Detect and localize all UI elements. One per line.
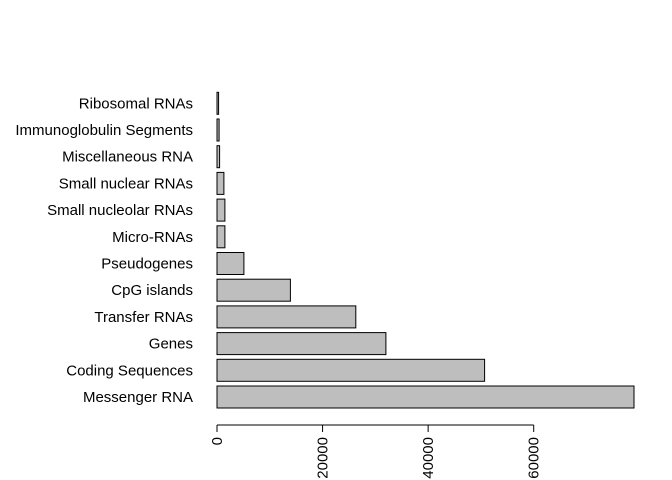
bar-small-nuclear-rnas <box>216 171 225 195</box>
bar-miscellaneous-rna <box>216 145 221 169</box>
bar-ribosomal-rnas <box>216 91 220 115</box>
x-tick-label: 40000 <box>420 437 437 479</box>
bar-small-nucleolar-rnas <box>216 198 226 222</box>
category-label: Messenger RNA <box>83 389 193 406</box>
x-tick-label: 0 <box>209 437 226 445</box>
category-label: Transfer RNAs <box>94 309 193 326</box>
bars-group <box>216 91 635 409</box>
bar-coding-sequences <box>216 358 486 382</box>
category-label: Micro-RNAs <box>112 229 193 246</box>
bar-micro-rnas <box>216 225 226 249</box>
bar-transfer-rnas <box>216 305 357 329</box>
category-label: Coding Sequences <box>66 362 193 379</box>
category-label: CpG islands <box>111 282 193 299</box>
bar-messenger-rna <box>216 385 635 409</box>
category-label: Small nuclear RNAs <box>59 175 193 192</box>
category-label: Small nucleolar RNAs <box>47 202 193 219</box>
bar-immunoglobulin-segments <box>216 118 220 142</box>
bar-genes <box>216 332 387 356</box>
x-tick-label: 20000 <box>315 437 332 479</box>
x-axis: 0 20000 40000 60000 <box>209 424 543 479</box>
bar-cpg-islands <box>216 278 291 302</box>
category-label: Pseudogenes <box>101 256 193 273</box>
category-label: Miscellaneous RNA <box>62 149 193 166</box>
category-label: Genes <box>149 336 193 353</box>
category-labels-group: Messenger RNA Coding Sequences Genes Transf… <box>15 95 193 406</box>
x-tick-label: 60000 <box>526 437 543 479</box>
category-label: Ribosomal RNAs <box>79 95 193 112</box>
bar-pseudogenes <box>216 252 245 275</box>
category-label: Immunoglobulin Segments <box>15 122 193 139</box>
